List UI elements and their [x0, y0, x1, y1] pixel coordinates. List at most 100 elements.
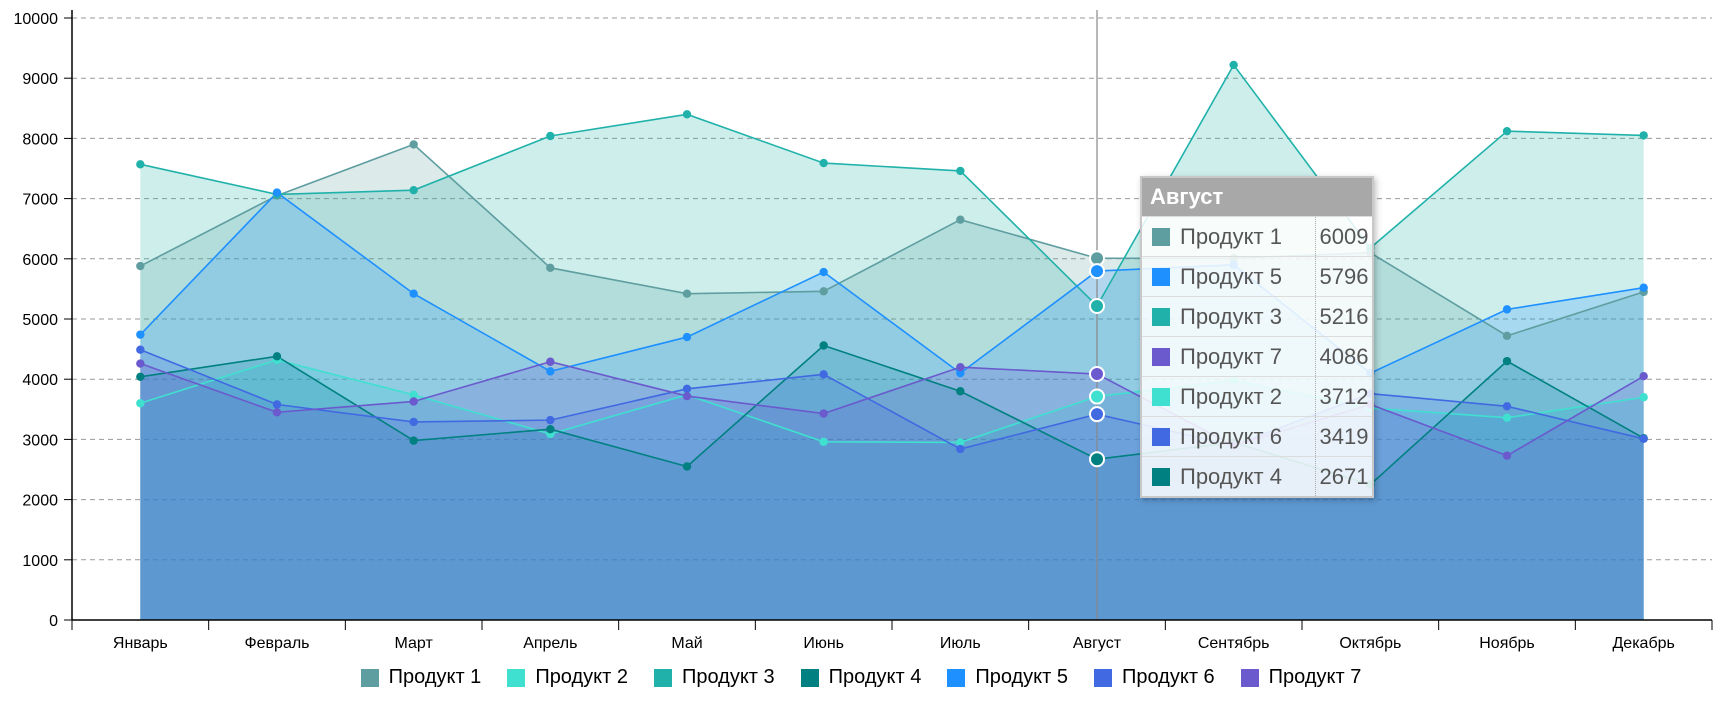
data-point[interactable]	[682, 289, 692, 298]
data-point[interactable]	[1639, 131, 1648, 140]
y-tick-label: 0	[49, 613, 58, 630]
legend-item-5[interactable]: Продукт 5	[947, 666, 1068, 689]
data-point[interactable]	[409, 185, 418, 195]
data-point[interactable]	[1639, 371, 1648, 381]
data-point[interactable]	[546, 131, 555, 141]
data-point[interactable]	[819, 370, 828, 379]
data-point[interactable]	[1502, 305, 1512, 314]
legend-swatch	[1240, 668, 1259, 687]
data-point[interactable]	[272, 400, 282, 409]
y-tick-label: 10000	[14, 11, 59, 28]
tooltip-row: Продукт 2 3712	[1142, 376, 1372, 416]
data-point[interactable]	[409, 417, 418, 427]
data-point[interactable]	[1089, 451, 1105, 468]
tooltip-row: Продукт 4 2671	[1142, 456, 1372, 496]
data-point[interactable]	[409, 289, 418, 298]
data-point[interactable]	[956, 387, 965, 396]
tooltip-swatch	[1152, 387, 1170, 406]
tooltip-series-name: Продукт 7	[1180, 337, 1316, 376]
y-tick-label: 4000	[22, 372, 58, 389]
data-point[interactable]	[956, 444, 965, 454]
y-tick-label: 9000	[22, 71, 58, 88]
x-tick-label: Декабрь	[1612, 635, 1674, 652]
tooltip-value: 3712	[1319, 383, 1369, 409]
tooltip-value: 5216	[1319, 303, 1369, 329]
data-point[interactable]	[1639, 283, 1648, 292]
data-point[interactable]	[682, 332, 692, 342]
legend-swatch	[1094, 668, 1112, 687]
legend-item-6[interactable]: Продукт 6	[1094, 666, 1215, 689]
data-point[interactable]	[956, 215, 965, 224]
data-point[interactable]	[409, 397, 418, 406]
legend-item-1[interactable]: Продукт 1	[360, 666, 481, 689]
data-point[interactable]	[956, 166, 965, 176]
data-point[interactable]	[956, 438, 965, 447]
data-point[interactable]	[682, 391, 692, 401]
data-point[interactable]	[136, 345, 145, 354]
legend-item-3[interactable]: Продукт 3	[653, 666, 775, 689]
legend-item-4[interactable]: Продукт 4	[800, 666, 921, 689]
data-point[interactable]	[682, 110, 692, 119]
data-point[interactable]	[1089, 366, 1105, 383]
legend: Продукт 1 Продукт 2 Продукт 3 Продукт 4 Прод…	[0, 666, 1722, 689]
tooltip-value: 5796	[1319, 263, 1369, 289]
data-point[interactable]	[546, 415, 555, 425]
data-point[interactable]	[546, 367, 555, 376]
data-point[interactable]	[956, 368, 965, 378]
tooltip-value: 3419	[1319, 423, 1369, 449]
data-point[interactable]	[1639, 434, 1648, 443]
x-tick-label: Июль	[940, 635, 981, 652]
data-point[interactable]	[409, 140, 418, 149]
series-lines	[139, 63, 1645, 486]
data-point[interactable]	[819, 409, 828, 418]
data-point[interactable]	[136, 330, 145, 339]
data-point[interactable]	[1502, 126, 1512, 136]
legend-item-2[interactable]: Продукт 2	[507, 666, 628, 689]
data-point[interactable]	[1089, 406, 1105, 423]
legend-item-7[interactable]: Продукт 7	[1240, 666, 1361, 689]
x-tick-label: Апрель	[523, 635, 577, 652]
data-point[interactable]	[136, 372, 145, 381]
data-point[interactable]	[1502, 413, 1512, 422]
data-point[interactable]	[546, 424, 555, 434]
data-point[interactable]	[272, 188, 282, 197]
area-6	[140, 349, 1644, 620]
series-areas	[140, 64, 1644, 621]
data-point[interactable]	[819, 287, 828, 296]
data-point[interactable]	[409, 390, 418, 400]
data-point[interactable]	[819, 158, 828, 168]
data-point[interactable]	[956, 362, 965, 372]
data-point[interactable]	[1502, 356, 1512, 366]
data-point[interactable]	[1089, 388, 1105, 405]
tooltip-title: Август	[1142, 178, 1372, 216]
y-tick-label: 8000	[22, 131, 58, 148]
legend-swatch	[800, 668, 819, 687]
data-point[interactable]	[1502, 451, 1512, 460]
data-point[interactable]	[546, 357, 555, 366]
data-point[interactable]	[409, 436, 418, 445]
x-tick-label: Январь	[113, 635, 168, 652]
legend-swatch	[947, 668, 966, 687]
x-tick-label: Ноябрь	[1479, 635, 1535, 652]
data-point[interactable]	[1502, 331, 1512, 341]
data-point[interactable]	[1229, 60, 1238, 70]
data-point[interactable]	[682, 384, 692, 394]
data-point[interactable]	[819, 437, 828, 447]
data-point[interactable]	[819, 341, 828, 350]
tooltip-swatch	[1152, 467, 1170, 486]
data-point[interactable]	[272, 352, 282, 361]
data-point[interactable]	[682, 462, 692, 471]
data-point[interactable]	[1639, 393, 1648, 402]
data-point[interactable]	[136, 160, 145, 169]
x-tick-label: Октябрь	[1339, 635, 1401, 652]
data-point[interactable]	[1089, 297, 1105, 314]
data-point[interactable]	[1502, 402, 1512, 411]
data-point[interactable]	[136, 261, 145, 271]
data-point[interactable]	[136, 359, 145, 368]
data-point[interactable]	[546, 263, 555, 273]
data-point[interactable]	[1089, 263, 1105, 280]
data-point[interactable]	[819, 267, 828, 277]
data-point[interactable]	[272, 408, 282, 417]
legend-label: Продукт 6	[1122, 666, 1215, 688]
data-point[interactable]	[136, 399, 145, 408]
